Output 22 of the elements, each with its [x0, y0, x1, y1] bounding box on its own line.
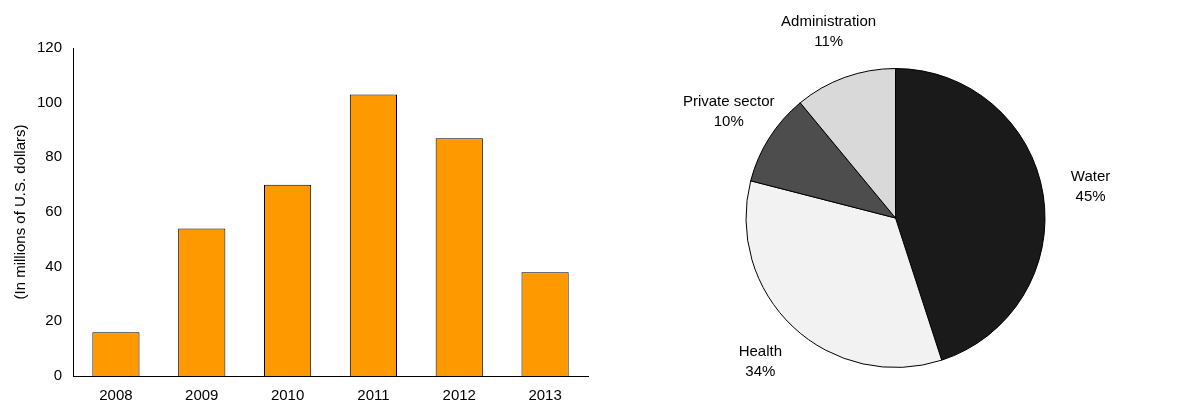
y-tick-label: 40	[45, 256, 63, 274]
data-label: 11%	[814, 32, 844, 50]
x-tick-label: 2009	[185, 386, 219, 404]
x-tick-label: 2011	[357, 386, 390, 404]
x-tick-label: 2010	[270, 386, 305, 404]
y-tick-label: 20	[45, 311, 63, 329]
data-label: 10%	[713, 112, 744, 130]
slice-label: Administration	[781, 12, 877, 30]
y-tick-label: 60	[45, 202, 63, 220]
y-tick-label: 100	[37, 92, 63, 110]
data-label: 34%	[745, 362, 776, 380]
x-tick-label: 2008	[99, 386, 133, 404]
y-axis-title: (In millions of U.S. dollars)	[11, 124, 29, 300]
x-tick-label: 2012	[442, 386, 476, 404]
slice-label: Water	[1070, 167, 1111, 185]
y-tick-label: 0	[53, 366, 63, 384]
y-tick-label: 120	[37, 38, 63, 56]
y-tick-label: 80	[45, 147, 63, 165]
slice-label: Health	[738, 342, 782, 360]
data-label: 45%	[1075, 187, 1106, 205]
slice-label: Private sector	[682, 92, 775, 110]
x-tick-label: 2013	[528, 386, 562, 404]
